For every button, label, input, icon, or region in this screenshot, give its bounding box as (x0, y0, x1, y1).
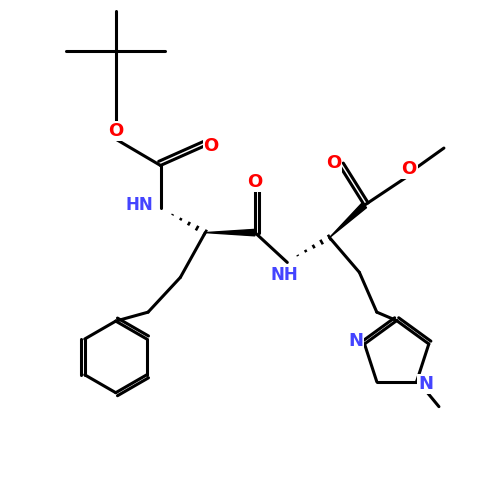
Polygon shape (330, 203, 366, 237)
Text: NH: NH (271, 266, 298, 284)
Polygon shape (206, 230, 255, 236)
Text: O: O (402, 160, 416, 178)
Text: O: O (326, 154, 341, 172)
Text: N: N (418, 376, 433, 394)
Text: O: O (204, 136, 219, 154)
Text: N: N (348, 332, 363, 350)
Text: O: O (248, 173, 262, 191)
Text: HN: HN (126, 196, 154, 214)
Text: O: O (108, 122, 124, 140)
